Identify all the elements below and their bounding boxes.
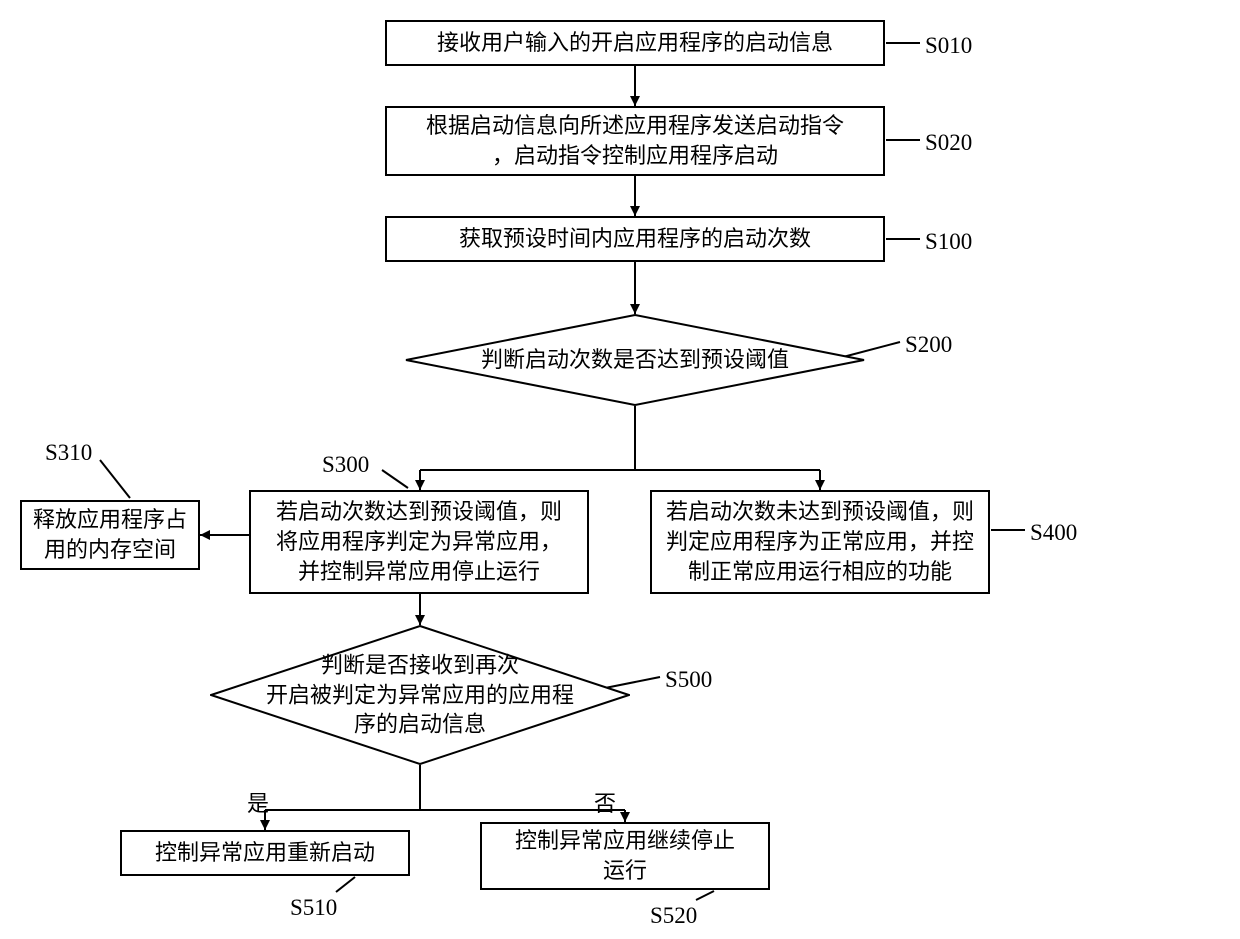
tag-s020: S020 — [925, 130, 972, 156]
tag-s400: S400 — [1030, 520, 1077, 546]
node-s020-text: 根据启动信息向所述应用程序发送启动指令，启动指令控制应用程序启动 — [426, 111, 844, 170]
node-s500: 判断是否接收到再次开启被判定为异常应用的应用程序的启动信息 — [210, 625, 630, 765]
node-s010-text: 接收用户输入的开启应用程序的启动信息 — [437, 28, 833, 58]
tag-s520: S520 — [650, 903, 697, 929]
tag-s200: S200 — [905, 332, 952, 358]
tag-s010: S010 — [925, 33, 972, 59]
node-s500-text: 判断是否接收到再次开启被判定为异常应用的应用程序的启动信息 — [256, 650, 584, 739]
node-s200-text: 判断启动次数是否达到预设阈值 — [456, 345, 815, 375]
tag-s300: S300 — [322, 452, 369, 478]
node-s300-text: 若启动次数达到预设阈值，则将应用程序判定为异常应用，并控制异常应用停止运行 — [276, 497, 562, 586]
branch-label-yes: 是 — [247, 786, 269, 818]
node-s510-text: 控制异常应用重新启动 — [155, 838, 375, 868]
tag-s100: S100 — [925, 229, 972, 255]
node-s020: 根据启动信息向所述应用程序发送启动指令，启动指令控制应用程序启动 — [385, 106, 885, 176]
node-s300: 若启动次数达到预设阈值，则将应用程序判定为异常应用，并控制异常应用停止运行 — [249, 490, 589, 594]
flowchart-canvas: 接收用户输入的开启应用程序的启动信息 根据启动信息向所述应用程序发送启动指令，启… — [0, 0, 1240, 939]
node-s520-text: 控制异常应用继续停止运行 — [515, 826, 735, 885]
node-s520: 控制异常应用继续停止运行 — [480, 822, 770, 890]
node-s100-text: 获取预设时间内应用程序的启动次数 — [459, 224, 811, 254]
node-s510: 控制异常应用重新启动 — [120, 830, 410, 876]
tag-s500: S500 — [665, 667, 712, 693]
tag-s310: S310 — [45, 440, 92, 466]
node-s400-text: 若启动次数未达到预设阈值，则判定应用程序为正常应用，并控制正常应用运行相应的功能 — [666, 497, 974, 586]
node-s310: 释放应用程序占用的内存空间 — [20, 500, 200, 570]
node-s400: 若启动次数未达到预设阈值，则判定应用程序为正常应用，并控制正常应用运行相应的功能 — [650, 490, 990, 594]
branch-label-no: 否 — [594, 786, 616, 818]
node-s310-text: 释放应用程序占用的内存空间 — [33, 505, 187, 564]
tag-s510: S510 — [290, 895, 337, 921]
node-s010: 接收用户输入的开启应用程序的启动信息 — [385, 20, 885, 66]
node-s100: 获取预设时间内应用程序的启动次数 — [385, 216, 885, 262]
node-s200: 判断启动次数是否达到预设阈值 — [405, 314, 865, 406]
